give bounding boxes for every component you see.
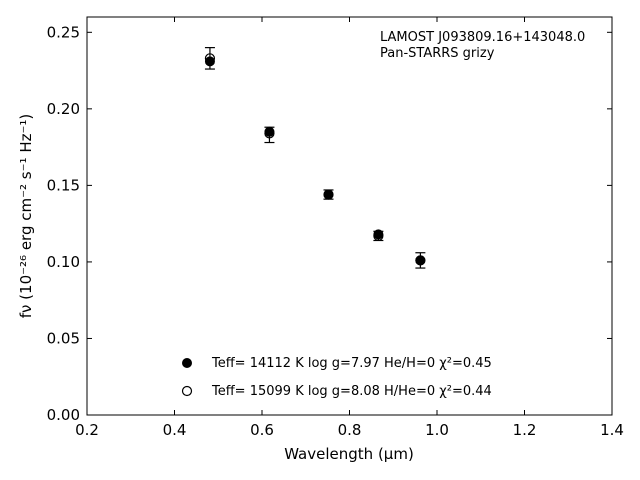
x-tick-label: 1.2: [513, 421, 537, 439]
model-point-open: [415, 255, 426, 266]
x-tick-label: 0.8: [338, 421, 362, 439]
annotation-line-1: LAMOST J093809.16+143048.0: [380, 30, 585, 45]
legend-marker-filled: [182, 358, 192, 368]
y-tick-label: 0.15: [47, 176, 80, 194]
y-tick-label: 0.05: [47, 329, 80, 347]
y-tick-label: 0.20: [47, 100, 80, 118]
model-point-open: [204, 53, 216, 64]
legend-entry-1: Teff= 14112 K log g=7.97 He/H=0 χ²=0.45: [211, 356, 492, 371]
x-tick-label: 0.2: [75, 421, 99, 439]
model-point-open: [323, 189, 334, 200]
annotation-line-2: Pan-STARRS grizy: [380, 46, 495, 61]
x-tick-label: 0.4: [163, 421, 187, 439]
x-tick-label: 0.6: [250, 421, 274, 439]
legend-entry-2: Teff= 15099 K log g=8.08 H/He=0 χ²=0.44: [211, 384, 492, 399]
model-point-open: [264, 128, 275, 139]
model-point-filled: [204, 56, 215, 67]
model-point-open: [373, 230, 384, 241]
y-tick-label: 0.10: [47, 253, 80, 271]
y-axis-title: fν (10⁻²⁶ erg cm⁻² s⁻¹ Hz⁻¹): [17, 114, 35, 319]
x-tick-label: 1.4: [600, 421, 624, 439]
x-tick-label: 1.0: [425, 421, 449, 439]
x-axis-title: Wavelength (μm): [284, 445, 414, 463]
data-marks: [204, 47, 426, 269]
y-tick-label: 0.25: [47, 23, 80, 41]
legend-marker-open: [181, 385, 193, 397]
y-tick-label: 0.00: [47, 406, 80, 424]
axis-ticks: 0.2 0.4 0.6 0.8 1.0 1.2 1.4 0.00 0.05 0.10 0.15 0.2…: [47, 17, 624, 439]
